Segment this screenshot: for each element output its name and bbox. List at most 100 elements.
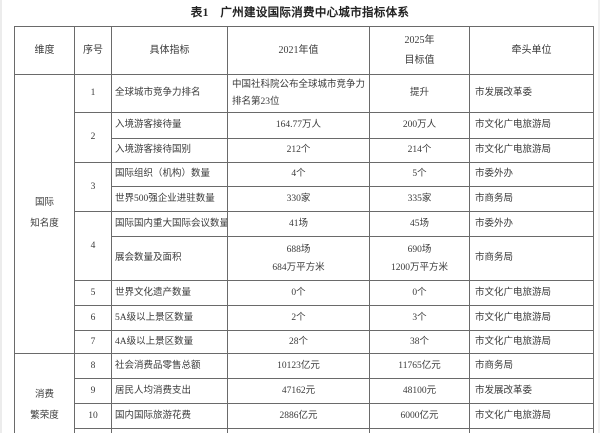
row-2025-value: 48100元: [369, 378, 470, 405]
table-row: 2 入境游客接待量 164.77万人 200万人 市文化广电旅游局: [15, 112, 594, 164]
row-2021-value: 0个: [227, 280, 370, 307]
table-row: 9 居民人均消费支出 47162元 48100元 市发展改革委: [15, 378, 594, 405]
table-row: 展会数量及面积 688场 684万平方米 690场 1200万平方米 市商务局: [15, 236, 594, 282]
row-no: 5: [74, 280, 112, 307]
row-indicator: 全球城市竞争力排名: [111, 73, 228, 114]
row-indicator: 入境游客接待国别: [111, 138, 228, 164]
row-2021-value: 688场 684万平方米: [227, 236, 370, 282]
row-indicator: 世界500强企业进驻数量: [111, 186, 228, 213]
value-line2: 1200万平方米: [390, 262, 448, 273]
row-2021-value: 4个: [227, 162, 370, 188]
row-2021-value: 212个: [227, 138, 370, 164]
dimension-international-fame: 国际 知名度: [14, 73, 75, 355]
row-no: 1: [74, 73, 112, 114]
header-2025-line2: 目标值: [404, 54, 435, 66]
row-2025-value: 提升: [369, 73, 470, 114]
row-lead-unit: 市发展改革委: [469, 73, 594, 114]
row-2025-value: 38个: [369, 330, 470, 355]
row-2021-value: 41场: [227, 211, 370, 238]
row-2021-value: 中国社科院公布全球城市竞争力排名第23位: [227, 73, 370, 114]
row-indicator: 5A级以上景区数量: [111, 305, 228, 332]
row-lead-unit: 市商务局: [469, 186, 594, 213]
dimension-label-line1: 国际: [34, 198, 54, 209]
row-2021-value: 47162元: [227, 378, 370, 405]
row-indicator: 入境游客接待量: [111, 112, 228, 140]
row-no: 4: [74, 211, 112, 282]
row-indicator: 展会数量及面积: [111, 236, 228, 282]
table-row: 国际 知名度 1 全球城市竞争力排名 中国社科院公布全球城市竞争力排名第23位 …: [14, 73, 594, 355]
row-lead-unit: 市文化广电旅游局: [469, 403, 594, 430]
header-dimension: 维度: [14, 26, 75, 75]
row-2025-value: 5个: [369, 162, 470, 188]
table-row: 7 4A级以上景区数量 28个 38个 市文化广电旅游局: [15, 330, 594, 355]
row-indicator: 国内国际旅游花费: [111, 403, 228, 430]
dimension-label-line2: 知名度: [30, 219, 59, 230]
row-no: 2: [74, 112, 112, 164]
row-no: 10: [74, 403, 112, 430]
table-row-cutoff: [15, 428, 594, 433]
row-lead-unit: 市文化广电旅游局: [469, 330, 594, 355]
table-row: 5 世界文化遗产数量 0个 0个 市文化广电旅游局: [15, 280, 594, 307]
row-indicator: 社会消费品零售总额: [111, 353, 228, 380]
row-2021-value: 28个: [227, 330, 370, 355]
row-indicator: 居民人均消费支出: [111, 378, 228, 405]
dimension-consumption-prosperity: 消费 繁荣度: [14, 353, 75, 433]
row-2021-value: [227, 428, 370, 433]
table-title: 表1 广州建设国际消费中心城市指标体系: [190, 7, 410, 19]
row-lead-unit: [469, 428, 594, 433]
row-2021-value: 10123亿元: [227, 353, 370, 380]
table-row: 6 5A级以上景区数量 2个 3个 市文化广电旅游局: [15, 305, 594, 332]
table-row: 4 国际国内重大国际会议数量 41场 45场 市委外办: [15, 211, 594, 282]
row-no: 3: [74, 162, 112, 213]
row-2025-value: 200万人: [369, 112, 470, 140]
row-2025-value: 0个: [369, 280, 470, 307]
header-lead-unit: 牵头单位: [469, 26, 594, 75]
value-line1: 690场: [407, 244, 432, 255]
table-row: 3 国际组织（机构）数量 4个 5个 市委外办: [15, 162, 594, 213]
row-2025-value: [369, 428, 470, 433]
table-row: 10 国内国际旅游花费 2886亿元 6000亿元 市文化广电旅游局: [15, 403, 594, 430]
row-lead-unit: 市文化广电旅游局: [469, 138, 594, 164]
row-indicator: 国际组织（机构）数量: [111, 162, 228, 188]
row-no: 9: [74, 378, 112, 405]
header-indicator: 具体指标: [111, 26, 228, 75]
row-indicator: 4A级以上景区数量: [111, 330, 228, 355]
indicator-table: 维度 序号 具体指标 2021年值 2025年 目标值 牵头单位 国际 知名度 …: [14, 26, 594, 433]
row-lead-unit: 市商务局: [469, 236, 594, 282]
row-2025-value: 3个: [369, 305, 470, 332]
row-2025-value: 11765亿元: [369, 353, 470, 380]
table-row: 消费 繁荣度 8 社会消费品零售总额 10123亿元 11765亿元 市商务局: [14, 353, 594, 433]
row-lead-unit: 市商务局: [469, 353, 594, 380]
row-lead-unit: 市文化广电旅游局: [469, 112, 594, 140]
header-2025-line1: 2025年: [404, 34, 435, 46]
row-2025-value: 6000亿元: [369, 403, 470, 430]
dimension-label-line2: 繁荣度: [30, 411, 59, 422]
row-indicator: [111, 428, 228, 433]
row-2025-value: 45场: [369, 211, 470, 238]
dimension-label-line1: 消费: [34, 390, 54, 401]
row-lead-unit: 市文化广电旅游局: [469, 305, 594, 332]
row-2021-value: 2个: [227, 305, 370, 332]
header-2021-value: 2021年值: [227, 26, 370, 75]
row-2025-value: 335家: [369, 186, 470, 213]
row-indicator: 国际国内重大国际会议数量: [111, 211, 228, 238]
row-lead-unit: 市委外办: [469, 211, 594, 238]
header-no: 序号: [74, 26, 112, 75]
row-no: [74, 428, 112, 433]
row-no: 6: [74, 305, 112, 332]
value-line1: 688场: [286, 244, 311, 255]
table-row: 入境游客接待国别 212个 214个 市文化广电旅游局: [15, 138, 594, 164]
header-row: 维度 序号 具体指标 2021年值 2025年 目标值 牵头单位: [14, 26, 594, 75]
row-2025-value: 690场 1200万平方米: [369, 236, 470, 282]
row-2021-value: 2886亿元: [227, 403, 370, 430]
header-2025-target: 2025年 目标值: [369, 26, 470, 75]
row-lead-unit: 市文化广电旅游局: [469, 280, 594, 307]
row-lead-unit: 市委外办: [469, 162, 594, 188]
row-2021-value: 330家: [227, 186, 370, 213]
value-line2: 684万平方米: [272, 262, 325, 273]
row-indicator: 世界文化遗产数量: [111, 280, 228, 307]
row-no: 7: [74, 330, 112, 355]
row-2025-value: 214个: [369, 138, 470, 164]
row-no: 8: [74, 353, 112, 380]
